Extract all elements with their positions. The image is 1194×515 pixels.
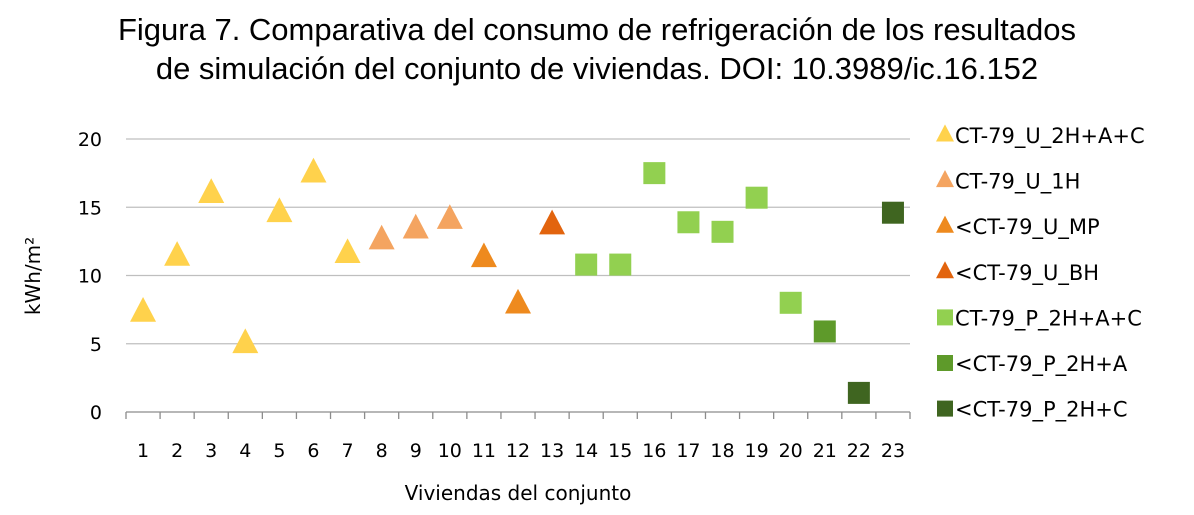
x-tick-label: 5 <box>273 440 285 462</box>
x-tick-label: 14 <box>574 440 598 462</box>
legend-label: CT-79_U_1H <box>955 170 1080 195</box>
data-point-triangle <box>505 288 531 314</box>
data-point-square <box>847 381 870 404</box>
legend-marker-triangle <box>936 215 954 233</box>
x-tick-label: 23 <box>881 440 905 462</box>
x-tick-label: 22 <box>847 440 871 462</box>
data-point-triangle <box>436 204 463 229</box>
data-point-triangle <box>232 328 259 354</box>
chart-title-line-2: de simulación del conjunto de viviendas.… <box>155 51 1039 86</box>
x-axis-label: Viviendas del conjunto <box>405 481 632 505</box>
data-point-triangle <box>130 297 157 322</box>
legend-label: <CT-79_P_2H+A <box>955 352 1128 377</box>
chart-title: Figura 7. Comparativa del consumo de ref… <box>0 10 1194 88</box>
data-markers <box>130 157 904 404</box>
data-point-square <box>779 291 802 314</box>
legend-label: <CT-79_U_MP <box>955 215 1100 240</box>
x-tick-label: 20 <box>779 440 803 462</box>
data-point-triangle <box>334 238 361 264</box>
x-tick-label: 7 <box>342 440 354 462</box>
x-tick-label: 9 <box>410 440 422 462</box>
data-point-square <box>881 201 904 224</box>
chart-title-line-1: Figura 7. Comparativa del consumo de ref… <box>117 12 1077 47</box>
data-point-triangle <box>198 178 225 203</box>
x-tick-label: 10 <box>438 440 462 462</box>
x-tick-label: 1 <box>137 440 149 462</box>
y-tick-label: 0 <box>90 402 102 424</box>
x-tick-label: 15 <box>608 440 632 462</box>
data-point-triangle <box>266 197 293 223</box>
x-tick-label: 13 <box>540 440 564 462</box>
x-tick-label: 19 <box>745 440 769 462</box>
legend-label: CT-79_U_2H+A+C <box>955 124 1145 149</box>
x-tick-label: 16 <box>642 440 666 462</box>
legend-marker-triangle <box>936 169 954 188</box>
x-tick-label: 6 <box>307 440 319 462</box>
data-point-triangle <box>402 213 429 239</box>
x-tick-label: 17 <box>676 440 700 462</box>
y-tick-label: 15 <box>78 197 102 219</box>
grid-lines <box>126 138 910 345</box>
data-point-square <box>677 211 700 234</box>
x-tick-label: 3 <box>205 440 217 462</box>
x-tick-label: 21 <box>813 440 837 462</box>
data-point-square <box>643 162 666 185</box>
data-point-triangle <box>164 241 191 266</box>
data-point-triangle <box>368 224 395 250</box>
legend-marker-square <box>937 309 953 326</box>
data-point-triangle <box>300 157 327 183</box>
x-tick-label: 12 <box>506 440 530 462</box>
data-point-square <box>711 220 734 243</box>
legend-label: <CT-79_P_2H+C <box>955 398 1128 423</box>
data-point-triangle <box>539 209 566 235</box>
data-point-square <box>813 320 836 343</box>
legend-label: CT-79_P_2H+A+C <box>955 306 1142 331</box>
x-tick-label: 18 <box>710 440 734 462</box>
data-point-square <box>745 186 768 209</box>
x-tick-label: 2 <box>171 440 183 462</box>
x-tick-label: 8 <box>376 440 388 462</box>
legend-marker-triangle <box>936 261 954 279</box>
legend-marker-triangle <box>936 124 954 142</box>
data-point-square <box>609 253 632 276</box>
data-point-triangle <box>470 242 497 268</box>
x-tick-label: 4 <box>239 440 251 462</box>
legend-label: <CT-79_U_BH <box>955 261 1099 286</box>
y-tick-label: 10 <box>78 266 102 288</box>
legend-marker-square <box>937 355 953 371</box>
legend-marker-square <box>937 400 953 417</box>
data-point-square <box>575 253 598 276</box>
y-tick-label: 20 <box>78 129 102 151</box>
y-axis-label: kWh/m² <box>21 237 45 315</box>
y-tick-label: 5 <box>90 334 102 356</box>
legend: CT-79_U_2H+A+C CT-79_U_1H <CT-79_U_MP <CT-7… <box>936 124 1145 423</box>
x-tick-label: 11 <box>472 440 496 462</box>
